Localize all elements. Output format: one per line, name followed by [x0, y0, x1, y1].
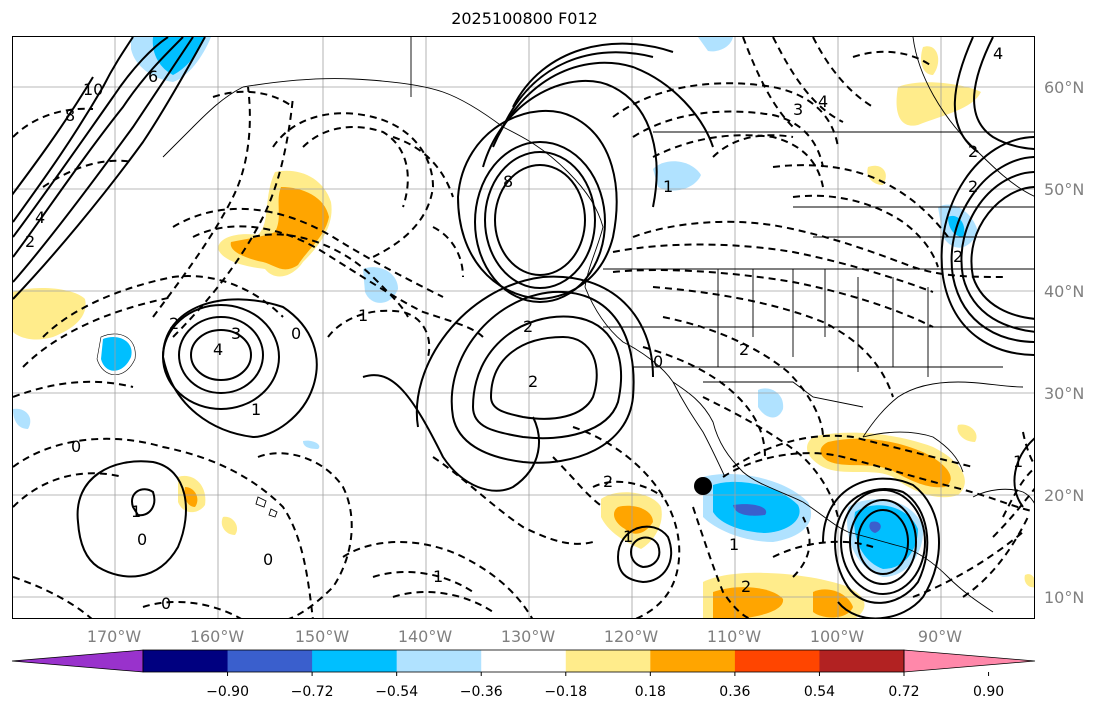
- colorbar-cell: [734, 650, 820, 672]
- contour-label: 4: [993, 44, 1003, 63]
- colorbar-cell: [227, 650, 313, 672]
- colorbar-extend-low: [11, 649, 144, 673]
- contour-label: 1: [663, 177, 673, 196]
- contour-label: 2: [741, 577, 751, 596]
- colorbar-cell: [819, 650, 905, 672]
- contour-label: 1: [131, 502, 141, 521]
- contour-label: 0: [291, 324, 301, 343]
- colorbar-tick-label: −0.36: [459, 684, 503, 700]
- colorbar-cell: [312, 650, 398, 672]
- solid-contours: [13, 37, 1034, 618]
- contour-label: 2: [25, 232, 35, 251]
- coastlines: [162, 37, 1034, 613]
- contour-label: 2: [169, 314, 179, 333]
- contour-label: 2: [523, 317, 533, 336]
- contour-label: 0: [137, 530, 147, 549]
- lon-label-160w: 160°W: [189, 627, 245, 646]
- contour-label: 3: [231, 324, 241, 343]
- colorbar: [11, 649, 1036, 676]
- lon-label-100w: 100°W: [809, 627, 865, 646]
- lat-label-40n: 40°N: [1044, 282, 1085, 301]
- contour-label: 1: [729, 535, 739, 554]
- lon-label-140w: 140°W: [397, 627, 453, 646]
- colorbar-tick-label: 0.36: [719, 684, 751, 700]
- colorbar-cell: [396, 650, 482, 672]
- storm-center-marker: [694, 477, 712, 495]
- colorbar-cell: [565, 650, 651, 672]
- contour-label: 2: [739, 340, 749, 359]
- colorbar-tick-label: −0.18: [544, 684, 588, 700]
- colorbar-cell: [481, 650, 567, 672]
- lat-label-50n: 50°N: [1044, 180, 1085, 199]
- contour-label: 10: [83, 80, 103, 99]
- lat-label-10n: 10°N: [1044, 588, 1085, 607]
- contour-label: 3: [793, 100, 803, 119]
- colorbar-tick-label: 0.18: [634, 684, 666, 700]
- lon-label-120w: 120°W: [603, 627, 659, 646]
- lat-label-20n: 20°N: [1044, 486, 1085, 505]
- contour-label: 2: [603, 472, 613, 491]
- contour-label: 8: [503, 172, 513, 191]
- contour-label: 0: [653, 352, 663, 371]
- contour-label: 4: [213, 340, 223, 359]
- contour-label: 2: [968, 142, 978, 161]
- colorbar-tick-label: 0.72: [888, 684, 920, 700]
- lon-label-90w: 90°W: [917, 627, 963, 646]
- contour-label: 2: [968, 177, 978, 196]
- colorbar-extend-high: [903, 649, 1036, 673]
- contour-label-group: 10 8 6 4 2 2 4 3 0 1 1 0 1 0 0 1 2 0 2 8…: [25, 44, 1023, 613]
- contour-label: 0: [71, 437, 81, 456]
- contour-label: 1: [433, 567, 443, 586]
- dashed-contours: [13, 37, 1034, 618]
- contour-label: 1: [623, 527, 633, 546]
- contour-label: 4: [35, 208, 45, 227]
- positive-shading: [13, 46, 1034, 618]
- lon-label-110w: 110°W: [706, 627, 762, 646]
- colorbar-tick-label: −0.72: [290, 684, 334, 700]
- colorbar-tick-label: −0.54: [375, 684, 419, 700]
- contour-label: 2: [953, 247, 963, 266]
- map-plot: 10 8 6 4 2 2 4 3 0 1 1 0 1 0 0 1 2 0 2 8…: [13, 37, 1034, 618]
- contour-label: 1: [358, 306, 368, 325]
- colorbar-cells: [11, 649, 1036, 676]
- colorbar-tick-label: 0.54: [803, 684, 836, 700]
- contour-label: 2: [528, 372, 538, 391]
- contour-label: 1: [1013, 452, 1023, 471]
- map-panel: 10 8 6 4 2 2 4 3 0 1 1 0 1 0 0 1 2 0 2 8…: [12, 36, 1035, 619]
- colorbar-tick-label: −0.90: [206, 684, 249, 700]
- contour-label: 0: [161, 594, 171, 613]
- colorbar-outline: [142, 649, 905, 673]
- contour-label: 4: [818, 92, 828, 111]
- contour-label: 0: [263, 550, 273, 569]
- colorbar-cell: [650, 650, 736, 672]
- lon-label-170w: 170°W: [86, 627, 142, 646]
- contour-label: 6: [148, 67, 158, 86]
- contour-label: 8: [65, 106, 75, 125]
- lon-label-150w: 150°W: [294, 627, 350, 646]
- colorbar-cell: [143, 650, 229, 672]
- colorbar-tick-label: 0.90: [972, 684, 1005, 700]
- lat-label-60n: 60°N: [1044, 78, 1085, 97]
- contour-label: 1: [251, 400, 261, 419]
- lon-label-130w: 130°W: [500, 627, 556, 646]
- lat-label-30n: 30°N: [1044, 384, 1085, 403]
- chart-title: 2025100800 F012: [451, 9, 598, 28]
